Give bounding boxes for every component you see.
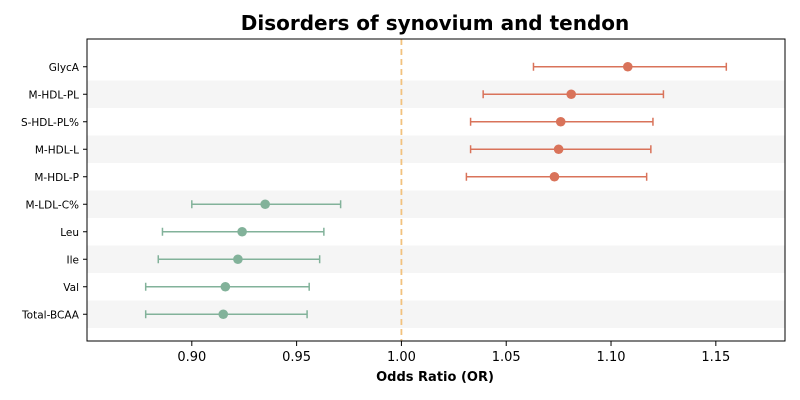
y-tick-label: Leu [60, 227, 79, 239]
forest-item [157, 254, 321, 265]
forest-item [144, 309, 308, 320]
x-axis-label: Odds Ratio (OR) [376, 370, 494, 385]
or-point [260, 199, 270, 210]
or-point [553, 144, 564, 155]
forest-item [191, 199, 342, 210]
y-tick-label: GlycA [49, 62, 80, 74]
x-tick-label: 1.05 [492, 350, 521, 365]
forest-item [469, 144, 652, 155]
or-point [555, 116, 566, 127]
or-point [233, 254, 243, 265]
chart-title: Disorders of synovium and tendon [241, 11, 630, 35]
row-band [87, 80, 785, 108]
or-point [549, 171, 560, 182]
y-tick-label: Total-BCAA [21, 309, 80, 321]
y-tick-label: M-HDL-L [35, 144, 79, 156]
y-tick-label: M-HDL-P [34, 172, 79, 184]
forest-item [465, 171, 648, 182]
y-tick-label: M-LDL-C% [25, 199, 79, 211]
y-tick-label: S-HDL-PL% [21, 117, 79, 129]
y-tick-label: M-HDL-PL [29, 89, 80, 101]
y-tick-label: Val [63, 282, 79, 294]
forest-item [482, 89, 665, 100]
x-tick-label: 0.95 [282, 350, 311, 365]
forest-item [532, 61, 728, 72]
or-point [566, 89, 576, 100]
x-tick-label: 1.15 [701, 350, 730, 365]
or-point [237, 226, 247, 237]
or-point [622, 61, 633, 72]
chart-marks [144, 61, 728, 320]
x-axis: 0.90 0.95 1.00 1.05 1.10 1.15 [177, 341, 730, 365]
y-axis: GlycA M-HDL-PL S-HDL-PL% M-HDL-L M-HDL-P M-LD… [21, 62, 87, 321]
y-tick-label: Ile [67, 254, 79, 266]
row-band [87, 135, 785, 163]
forest-item [144, 281, 310, 292]
forest-item [161, 226, 325, 237]
or-point [220, 281, 231, 292]
x-tick-label: 1.10 [597, 350, 626, 365]
forest-item [469, 116, 654, 127]
plot-frame [86, 38, 786, 342]
x-tick-label: 1.00 [387, 350, 416, 365]
or-point [218, 309, 229, 320]
x-tick-label: 0.90 [177, 350, 206, 365]
